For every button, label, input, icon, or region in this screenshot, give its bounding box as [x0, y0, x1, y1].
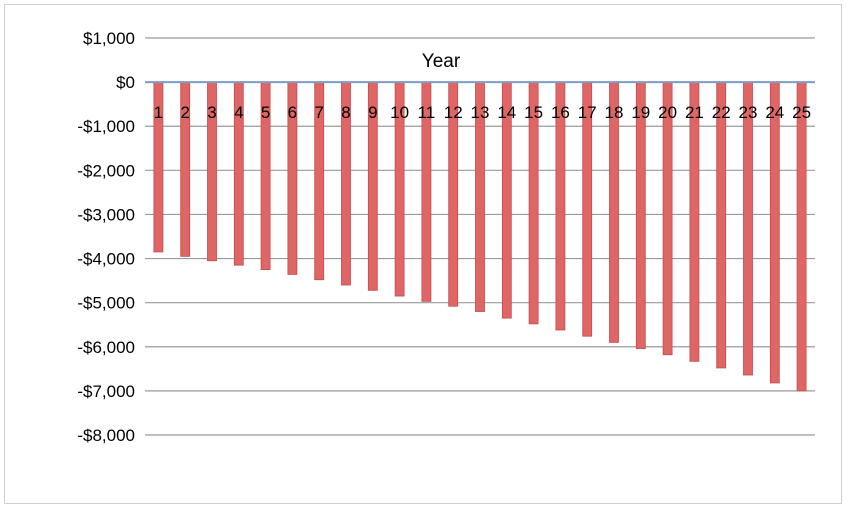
x-tick-label: 22	[712, 103, 731, 122]
y-axis-ticks: $1,000 $0 -$1,000 -$2,000 -$3,000 -$4,000 -$5,…	[77, 29, 135, 445]
x-tick-label: 5	[261, 103, 270, 122]
y-tick-label: -$1,000	[77, 117, 135, 136]
bar	[689, 81, 700, 362]
bar	[769, 81, 780, 384]
y-tick-label: -$2,000	[77, 161, 135, 180]
x-tick-label: 17	[578, 103, 597, 122]
x-tick-label: 11	[418, 103, 436, 122]
y-tick-label: $0	[116, 73, 135, 92]
x-tick-label: 25	[792, 103, 811, 122]
x-tick-label: 19	[631, 103, 650, 122]
chart-frame: $1,000 $0 -$1,000 -$2,000 -$3,000 -$4,000 -$5,…	[4, 4, 842, 504]
x-tick-label: 3	[207, 103, 216, 122]
x-tick-label: 6	[288, 103, 297, 122]
bar	[743, 81, 753, 376]
x-tick-label: 9	[368, 103, 377, 122]
bar	[716, 81, 727, 369]
y-tick-label: -$6,000	[77, 338, 135, 357]
bar	[662, 81, 673, 356]
x-tick-label: 1	[154, 103, 163, 122]
y-tick-label: $1,000	[83, 29, 135, 48]
bar-chart: $1,000 $0 -$1,000 -$2,000 -$3,000 -$4,000 -$5,…	[77, 29, 815, 445]
x-tick-label: 24	[765, 103, 784, 122]
y-tick-label: -$4,000	[77, 250, 135, 269]
y-tick-label: -$8,000	[77, 426, 135, 445]
x-tick-label: 10	[390, 103, 409, 122]
x-tick-label: 13	[471, 103, 490, 122]
y-tick-label: -$5,000	[77, 294, 135, 313]
x-tick-label: 14	[497, 103, 516, 122]
x-tick-label: 15	[524, 103, 543, 122]
bars	[153, 81, 807, 392]
x-axis-ticks: 1 2 3 4 5 6 7 8 9 10 11 12 13 14 15 16 17 18 19 20 21 22 23 24 2…	[154, 103, 811, 122]
x-tick-label: 7	[314, 103, 323, 122]
x-tick-label: 18	[605, 103, 624, 122]
x-tick-label: 16	[551, 103, 570, 122]
x-tick-label: 8	[341, 103, 350, 122]
x-axis-label: Year	[422, 51, 461, 72]
x-tick-label: 23	[739, 103, 758, 122]
y-tick-label: -$7,000	[77, 382, 135, 401]
y-tick-label: -$3,000	[77, 205, 135, 224]
x-tick-label: 2	[180, 103, 189, 122]
bar	[796, 81, 807, 392]
x-tick-label: 4	[234, 103, 243, 122]
x-tick-label: 21	[685, 103, 704, 122]
x-tick-label: 20	[658, 103, 677, 122]
x-tick-label: 12	[444, 103, 463, 122]
